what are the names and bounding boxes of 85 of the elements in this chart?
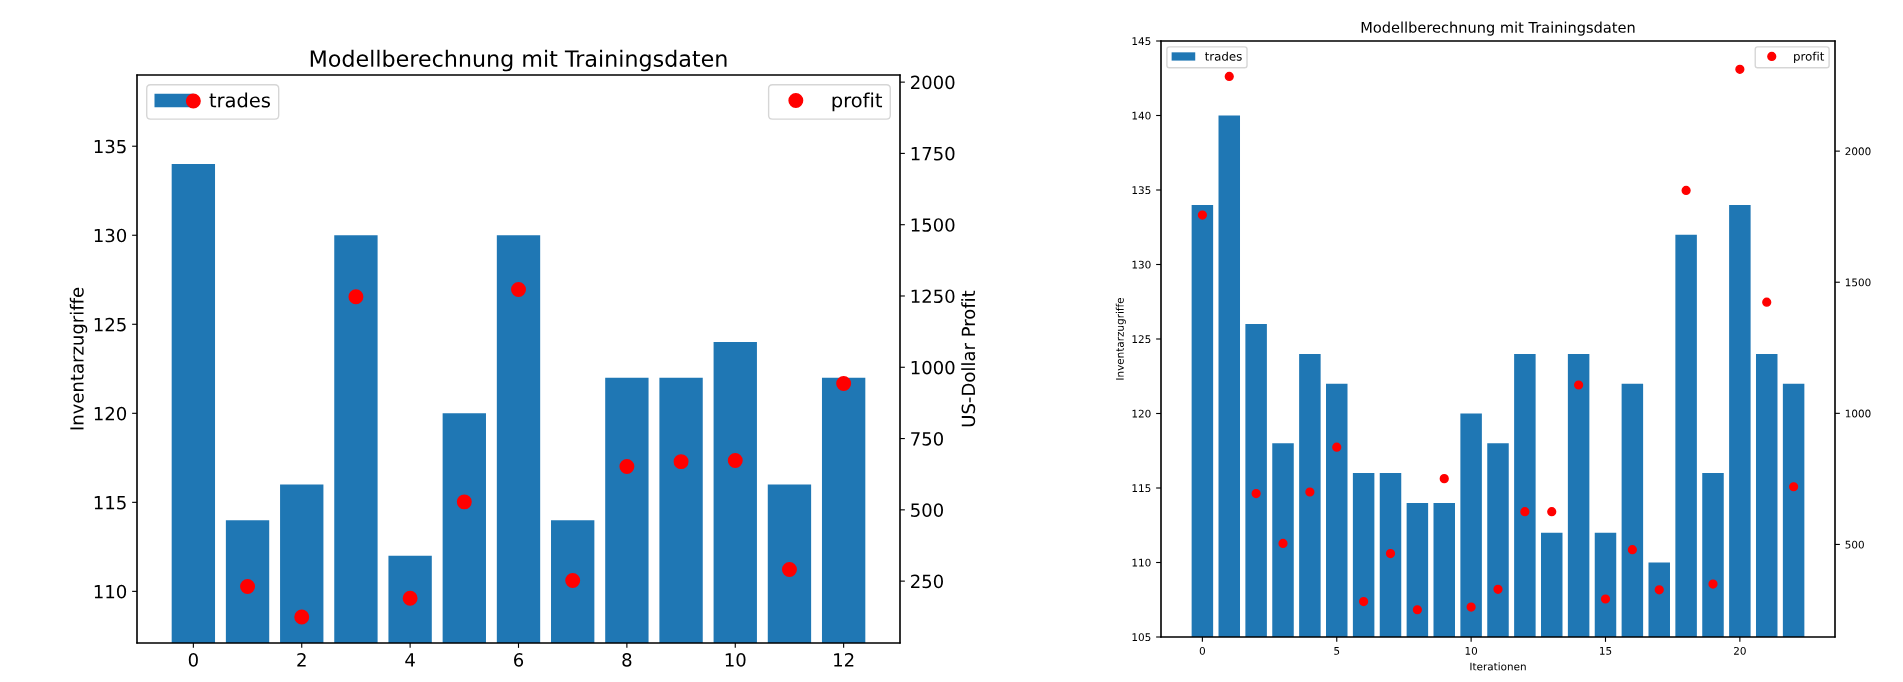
point <box>1574 380 1584 390</box>
point <box>240 579 256 595</box>
x-axis-title: Iterationen <box>1470 662 1526 671</box>
legend-label: trades <box>1205 51 1242 61</box>
y2-tick-label: 1750 <box>911 146 955 161</box>
y-tick-label: 110 <box>1132 558 1151 567</box>
point <box>1305 487 1315 497</box>
y-tick-label: 125 <box>94 317 126 332</box>
point <box>781 561 797 577</box>
point <box>1466 602 1476 612</box>
x-tick-label: 0 <box>188 653 198 667</box>
y-tick-label: 125 <box>1132 335 1151 344</box>
x-tick-label: 12 <box>834 653 854 667</box>
point <box>1224 71 1234 81</box>
y-tick-label: 130 <box>1132 260 1151 269</box>
legend-label: trades <box>209 92 270 108</box>
y2-tick-label: 1500 <box>911 218 955 232</box>
point <box>673 454 689 470</box>
point <box>1547 507 1557 517</box>
y2-tick-label: 500 <box>911 503 943 517</box>
point <box>402 590 418 606</box>
y-tick-label: 120 <box>94 406 127 421</box>
y-tick-label: 105 <box>1132 633 1151 642</box>
y2-tick-label: 2000 <box>911 75 955 90</box>
x-tick-label: 8 <box>622 653 632 667</box>
point <box>1332 442 1342 452</box>
point <box>1493 584 1503 594</box>
y-tick-label: 135 <box>94 139 126 154</box>
point <box>1654 585 1664 595</box>
point <box>1708 579 1718 589</box>
y-tick-label: 130 <box>94 228 127 243</box>
point <box>185 93 201 109</box>
chart-title: Modellberechnung mit Trainingsdaten <box>310 49 727 72</box>
x-tick-label: 2 <box>297 653 306 667</box>
y-axis-title: Inventarzugriffe <box>69 287 88 430</box>
point <box>1197 210 1207 220</box>
point <box>1439 474 1449 484</box>
point <box>565 573 581 589</box>
point <box>1789 482 1799 492</box>
x-tick-label: 6 <box>514 653 524 667</box>
x-tick-label: 15 <box>1600 647 1612 655</box>
chart-title: Modellberechnung mit Trainingsdaten <box>1361 21 1635 36</box>
y2-tick-label: 1000 <box>911 360 955 375</box>
x-tick-label: 0 <box>1199 646 1206 655</box>
point <box>1251 488 1261 499</box>
point <box>1681 185 1691 196</box>
point <box>619 459 635 474</box>
y2-tick-label: 1000 <box>1845 409 1871 418</box>
point <box>1762 297 1772 307</box>
y-tick-label: 115 <box>94 496 126 510</box>
y-tick-label: 140 <box>1132 111 1151 120</box>
point <box>727 453 743 468</box>
y2-tick-label: 1500 <box>1845 278 1871 287</box>
x-tick-label: 10 <box>725 653 746 667</box>
point <box>1359 597 1369 607</box>
point <box>1600 594 1611 604</box>
x-tick-label: 5 <box>1334 647 1340 655</box>
y2-tick-label: 1250 <box>911 289 955 304</box>
point <box>294 609 310 625</box>
point <box>511 281 526 297</box>
y-axis-title: Inventarzugriffe <box>1115 297 1126 380</box>
x-tick-label: 20 <box>1734 646 1746 655</box>
point <box>1627 545 1637 555</box>
point <box>1520 507 1530 517</box>
y-tick-label: 145 <box>1132 37 1151 46</box>
y2-axis-title: US-Dollar Profit <box>961 290 976 427</box>
point <box>1278 538 1288 548</box>
point <box>1735 64 1745 74</box>
y-tick-label: 110 <box>94 584 127 599</box>
y2-tick-label: 250 <box>911 574 943 589</box>
point <box>1385 549 1396 559</box>
y2-tick-label: 500 <box>1845 540 1864 549</box>
y2-tick-label: 750 <box>911 432 943 446</box>
legend-label: profit <box>1794 51 1825 64</box>
x-tick-label: 4 <box>405 653 415 667</box>
point <box>348 289 364 305</box>
y-tick-label: 135 <box>1132 186 1151 195</box>
point <box>1412 605 1422 615</box>
y2-tick-label: 2000 <box>1845 147 1871 156</box>
y-tick-label: 115 <box>1132 484 1151 493</box>
point <box>456 494 472 510</box>
y-tick-label: 120 <box>1132 409 1151 418</box>
x-tick-label: 10 <box>1465 646 1478 655</box>
point <box>836 376 852 391</box>
legend-label: profit <box>832 92 883 112</box>
